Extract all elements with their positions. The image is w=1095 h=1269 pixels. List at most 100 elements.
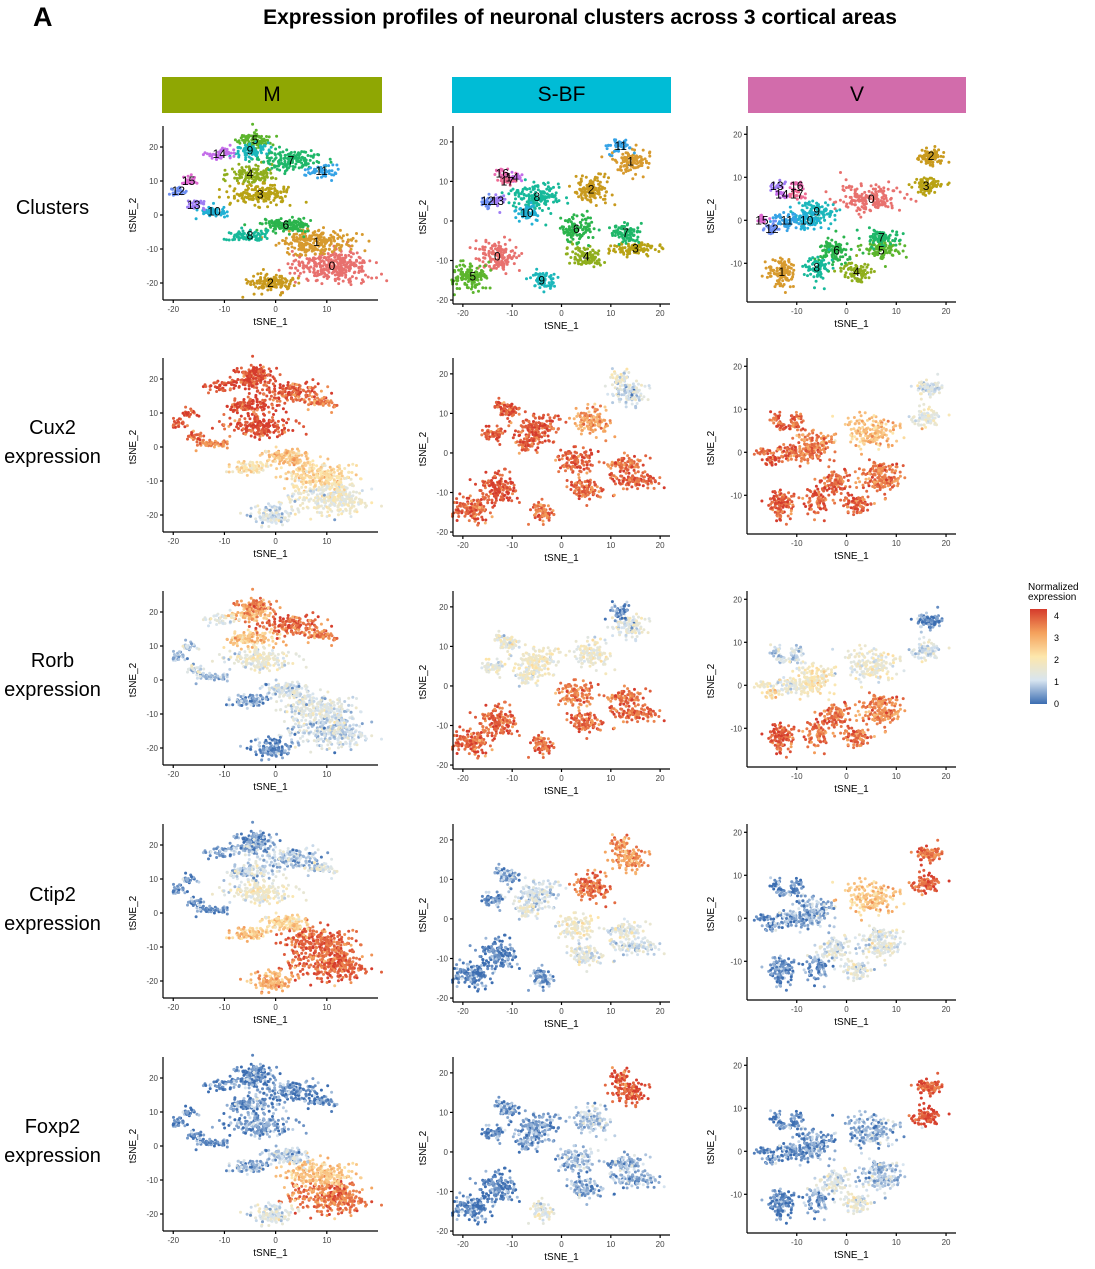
cell-point: [338, 697, 341, 700]
cell-point: [287, 471, 290, 474]
cell-point: [269, 603, 272, 606]
cell-point: [344, 731, 347, 734]
cell-point: [328, 504, 331, 507]
cell-point: [354, 731, 357, 734]
cell-point: [328, 747, 331, 750]
y-axis-label: tSNE_2: [128, 197, 139, 232]
cell-point: [265, 135, 268, 138]
cell-point: [359, 502, 362, 505]
cell-point: [236, 406, 239, 409]
cell-point: [291, 216, 294, 219]
cell-point: [375, 261, 378, 264]
cell-point: [276, 633, 279, 636]
cell-point: [380, 505, 383, 508]
cell-point: [342, 280, 345, 283]
cell-point: [257, 206, 260, 209]
cell-point: [265, 514, 268, 517]
cell-point: [258, 370, 261, 373]
cell-point: [278, 269, 281, 272]
cell-point: [243, 631, 246, 634]
y-tick-label: 10: [149, 177, 158, 186]
cell-point: [255, 694, 258, 697]
cell-point: [272, 230, 275, 233]
cell-point: [307, 389, 310, 392]
cell-point: [262, 514, 265, 517]
cell-point: [202, 439, 205, 442]
cell-point: [222, 423, 225, 426]
x-tick-label: 10: [322, 537, 331, 546]
cell-point: [216, 386, 219, 389]
cell-point: [264, 632, 267, 635]
cell-point: [315, 713, 318, 716]
cell-point: [301, 156, 304, 159]
cell-point: [357, 271, 360, 274]
cell-point: [207, 391, 210, 394]
cell-point: [250, 467, 253, 470]
cell-point: [270, 395, 273, 398]
cell-point: [258, 515, 261, 518]
cell-point: [281, 745, 284, 748]
cell-point: [289, 266, 292, 269]
cell-point: [288, 233, 291, 236]
cell-point: [324, 464, 327, 467]
cell-point: [297, 631, 300, 634]
cell-point: [274, 177, 277, 180]
cell-point: [325, 274, 328, 277]
cell-point: [360, 477, 363, 480]
cell-point: [358, 725, 361, 728]
cell-point: [338, 253, 341, 256]
cell-point: [273, 740, 276, 743]
cell-point: [235, 614, 238, 617]
cell-point: [228, 239, 231, 242]
cell-point: [363, 249, 366, 252]
row-label-line2: expression: [0, 443, 105, 472]
cell-point: [228, 417, 231, 420]
cell-point: [273, 152, 276, 155]
cell-point: [211, 660, 214, 663]
cell-point: [274, 380, 277, 383]
cell-point: [310, 389, 313, 392]
cell-point: [284, 195, 287, 198]
cell-point: [281, 756, 284, 759]
panel-letter: A: [33, 2, 53, 33]
cell-point: [326, 458, 329, 461]
cell-point: [259, 461, 262, 464]
cell-point: [319, 706, 322, 709]
cell-point: [356, 251, 359, 254]
cell-point: [332, 230, 335, 233]
cell-point: [281, 387, 284, 390]
cell-point: [336, 233, 339, 236]
cell-point: [295, 233, 298, 236]
cell-point: [326, 277, 329, 280]
cell-point: [302, 271, 305, 274]
cell-point: [331, 250, 334, 253]
cell-point: [252, 644, 255, 647]
cell-point: [250, 470, 253, 473]
cell-point: [298, 701, 301, 704]
cell-point: [249, 195, 252, 198]
cell-point: [329, 466, 332, 469]
cell-point: [226, 447, 229, 450]
cell-point: [278, 695, 281, 698]
cell-point: [320, 239, 323, 242]
cell-point: [319, 264, 322, 267]
cell-point: [287, 704, 290, 707]
cell-point: [355, 464, 358, 467]
cell-point: [294, 513, 297, 516]
cell-point: [279, 475, 282, 478]
cell-point: [340, 237, 343, 240]
cell-point: [337, 506, 340, 509]
cell-point: [352, 505, 355, 508]
cell-point: [278, 391, 281, 394]
cell-point: [275, 476, 278, 479]
cell-point: [339, 741, 342, 744]
cell-point: [308, 386, 311, 389]
cell-point: [247, 629, 250, 632]
cell-point: [279, 383, 282, 386]
cell-point: [298, 685, 301, 688]
cell-point: [269, 370, 272, 373]
cell-point: [229, 423, 232, 426]
cell-point: [284, 157, 287, 160]
cell-point: [281, 393, 284, 396]
